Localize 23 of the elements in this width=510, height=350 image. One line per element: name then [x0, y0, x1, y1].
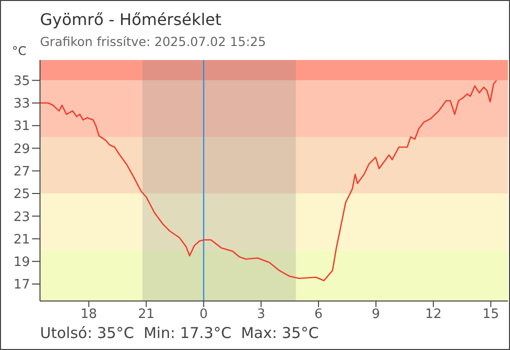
- x-tick-label: 18: [80, 307, 98, 322]
- line-series: [40, 80, 498, 282]
- y-tick-label: 23: [13, 210, 30, 225]
- chart-title: Gyömrő - Hőmérséklet: [40, 10, 222, 29]
- x-tick-label: 9: [372, 307, 380, 322]
- x-tick-label: 6: [314, 307, 323, 322]
- y-tick-label: 19: [13, 255, 30, 270]
- x-tick-label: 3: [256, 307, 266, 322]
- y-tick-label: 29: [13, 142, 30, 157]
- x-tick-label: 0: [200, 307, 208, 322]
- chart-subtitle: Grafikon frissítve: 2025.07.02 15:25: [40, 34, 266, 49]
- y-tick-label: 31: [13, 119, 30, 134]
- y-tick-label: 35: [13, 74, 30, 89]
- y-tick-label: 27: [13, 164, 30, 180]
- text: Utolsó: 35°C Min: 17.3°C Max: 35°C: [40, 324, 319, 342]
- x-tick-label: 15: [482, 307, 500, 322]
- y-tick-label: 21: [13, 232, 30, 248]
- y-axis-title: °C: [12, 44, 26, 58]
- y-tick-label: 25: [13, 187, 30, 202]
- y-tick-label: 17: [13, 278, 30, 293]
- x-tick-label: 12: [425, 307, 442, 322]
- y-tick-label: 33: [13, 96, 30, 112]
- x-tick-label: 21: [138, 307, 155, 322]
